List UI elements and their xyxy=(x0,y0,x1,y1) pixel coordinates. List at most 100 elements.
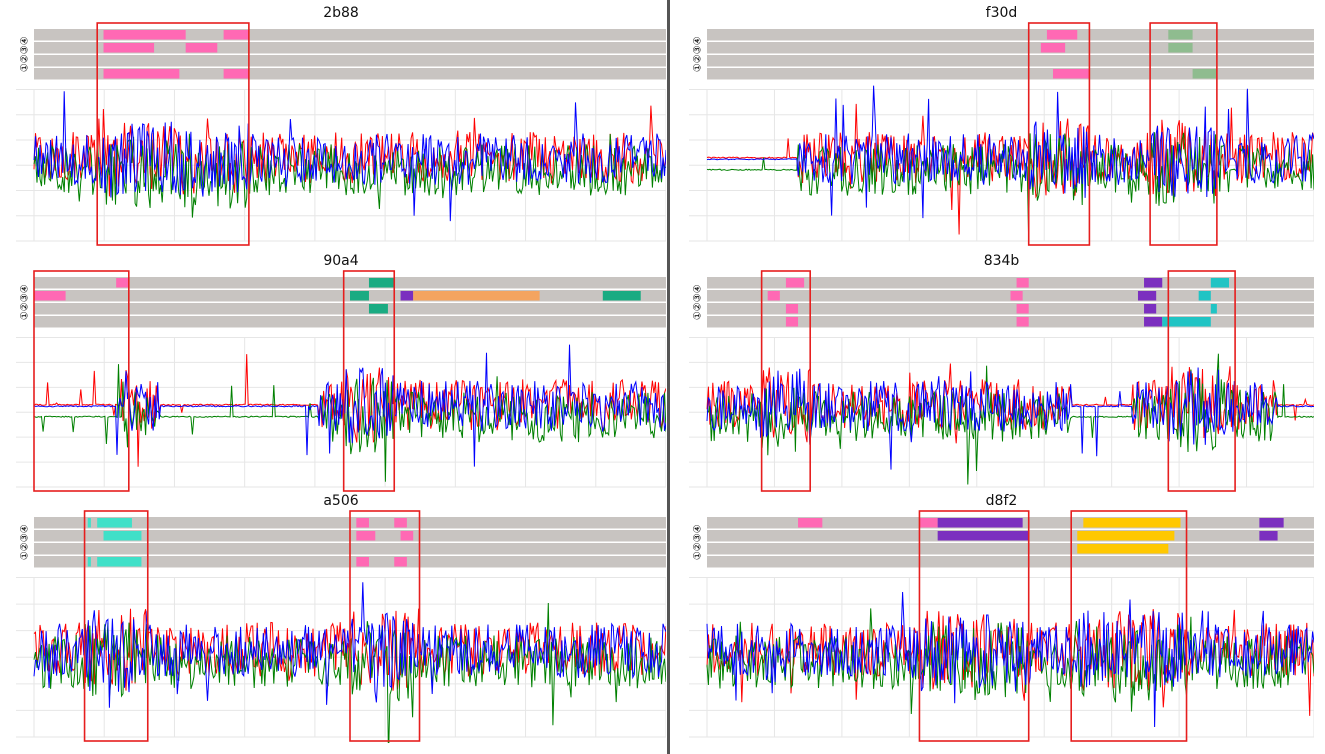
annotation-bar xyxy=(97,557,142,567)
annotation-bar xyxy=(400,531,414,541)
annotation-lane-1 xyxy=(707,29,1314,41)
series-blue-line xyxy=(706,591,1314,728)
chart-title: f30d xyxy=(985,5,1018,21)
annotation-bar xyxy=(1259,518,1284,528)
chart-panel: a506 ①②③④ xyxy=(16,493,666,743)
highlight-window-box xyxy=(342,270,396,492)
chart-panel: 834b ①②③④ xyxy=(689,253,1314,493)
annotation-bar xyxy=(1052,69,1090,79)
chart-title: d8f2 xyxy=(985,493,1018,509)
annotation-bar xyxy=(87,557,91,567)
annotation-lane-1 xyxy=(707,277,1314,289)
annotation-bar xyxy=(34,291,66,301)
annotation-bar xyxy=(1210,278,1230,288)
annotation-bar xyxy=(798,518,823,528)
annotation-bar xyxy=(223,69,249,79)
annotation-lane-3 xyxy=(707,55,1314,67)
annotation-bar xyxy=(1016,278,1029,288)
annotation-bar xyxy=(116,278,129,288)
highlight-window-box xyxy=(1027,22,1091,246)
annotation-bar xyxy=(1040,43,1066,53)
highlight-window-box xyxy=(83,510,149,742)
chart-title: 2b88 xyxy=(323,5,359,21)
chart-title: 834b xyxy=(983,253,1020,269)
annotation-bar xyxy=(1192,69,1217,79)
lane-number-labels: ①②③④ xyxy=(693,284,704,320)
chart-svg: ①②③④ xyxy=(16,510,666,743)
series-green-line xyxy=(33,133,666,218)
annotation-lane-1 xyxy=(34,29,666,41)
annotation-bar xyxy=(1016,317,1029,327)
annotation-bar xyxy=(1144,304,1157,314)
annotation-bar xyxy=(602,291,641,301)
panel-divider xyxy=(667,0,670,754)
annotation-lane-1 xyxy=(34,277,666,289)
highlight-window-box xyxy=(1149,22,1218,246)
annotation-bar xyxy=(785,317,799,327)
chart-title: a506 xyxy=(323,493,359,509)
annotation-bar xyxy=(413,291,540,301)
lane-number-labels: ①②③④ xyxy=(20,284,31,320)
annotation-bar xyxy=(356,531,376,541)
chart-panel: 2b88 ①②③④ xyxy=(16,5,666,247)
chart-panel: d8f2 ①②③④ xyxy=(689,493,1314,743)
highlight-window-box xyxy=(349,510,421,742)
annotation-lane-4 xyxy=(34,316,666,328)
annotation-bar xyxy=(1210,304,1217,314)
annotation-bar xyxy=(1010,291,1023,301)
highlight-window-box xyxy=(33,270,130,492)
annotation-bar xyxy=(1077,531,1175,541)
highlight-window-box xyxy=(1167,270,1236,492)
chart-svg: ①②③④ xyxy=(689,510,1314,742)
annotation-bar xyxy=(103,43,155,53)
annotation-lane-4 xyxy=(707,556,1314,568)
highlight-window-box xyxy=(1070,510,1188,742)
annotation-bar xyxy=(1046,30,1078,40)
chart-title: 90a4 xyxy=(323,253,359,269)
annotation-bar xyxy=(919,518,938,528)
lane-number-labels: ①②③④ xyxy=(693,524,704,560)
annotation-bar xyxy=(356,518,369,528)
annotation-bar xyxy=(394,518,407,528)
highlight-window-box xyxy=(96,22,250,246)
annotation-bar xyxy=(1198,291,1211,301)
highlight-window-box xyxy=(918,510,1030,742)
annotation-bar xyxy=(97,518,132,528)
annotation-lane-3 xyxy=(707,303,1314,315)
series-blue-line xyxy=(33,91,666,222)
chart-panel: 90a4 ①②③④ xyxy=(16,253,666,493)
annotation-lane-2 xyxy=(707,42,1314,54)
annotation-bar xyxy=(1083,518,1181,528)
annotation-lane-3 xyxy=(34,303,666,315)
annotation-bar xyxy=(350,291,369,301)
chart-svg: ①②③④ xyxy=(16,270,666,492)
annotation-bar xyxy=(87,518,91,528)
series-blue-line xyxy=(706,85,1314,219)
annotation-lane-4 xyxy=(707,316,1314,328)
chart-panel: f30d ①②③④ xyxy=(689,5,1314,247)
series-green-line xyxy=(33,364,666,482)
chart-svg: ①②③④ xyxy=(16,22,666,246)
lane-number-labels: ①②③④ xyxy=(20,524,31,560)
annotation-bar xyxy=(368,278,395,288)
annotation-bar xyxy=(1144,278,1163,288)
annotation-bar xyxy=(1168,43,1193,53)
chart-grid xyxy=(689,337,1314,488)
annotation-bar xyxy=(937,518,1023,528)
lane-number-labels: ①②③④ xyxy=(693,36,704,72)
annotation-bar xyxy=(103,531,142,541)
lane-number-labels: ①②③④ xyxy=(20,36,31,72)
annotation-bar xyxy=(1016,304,1029,314)
annotation-bar xyxy=(185,43,218,53)
annotation-lane-4 xyxy=(34,68,666,80)
annotation-bar xyxy=(1144,317,1163,327)
series-green-line xyxy=(706,353,1314,485)
annotation-bar xyxy=(1077,544,1169,554)
annotation-bar xyxy=(1168,30,1193,40)
annotation-bar xyxy=(937,531,1029,541)
annotation-bar xyxy=(356,557,369,567)
annotation-bar xyxy=(1137,291,1157,301)
annotation-lane-3 xyxy=(707,543,1314,555)
annotation-lane-3 xyxy=(34,55,666,67)
